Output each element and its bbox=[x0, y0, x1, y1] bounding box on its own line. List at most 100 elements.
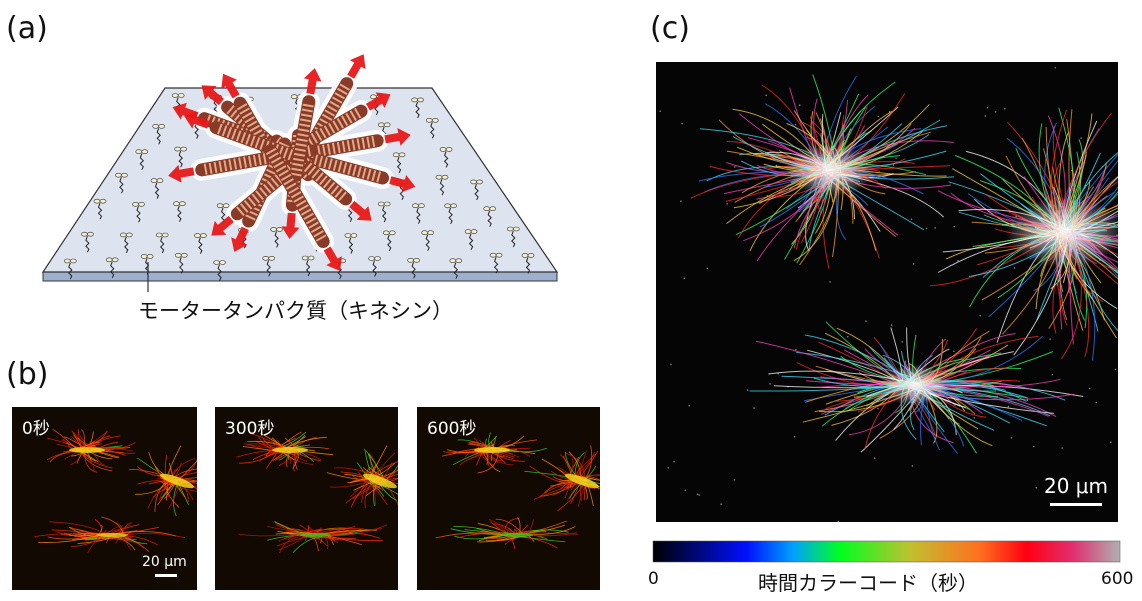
fiber bbox=[381, 469, 398, 479]
speck bbox=[911, 465, 914, 467]
kinesin-head bbox=[407, 257, 414, 263]
fiber bbox=[272, 451, 285, 461]
speck bbox=[1033, 445, 1035, 448]
kinesin-head bbox=[200, 233, 207, 238]
kinesin bbox=[483, 206, 497, 227]
arrow-shape bbox=[347, 54, 366, 79]
core-glow bbox=[785, 143, 875, 197]
speck bbox=[925, 227, 928, 230]
kinesin-head bbox=[411, 97, 418, 103]
surface-edge bbox=[42, 271, 558, 282]
kinesin-head bbox=[175, 252, 182, 258]
fiber bbox=[299, 528, 350, 535]
kinesin-head bbox=[219, 260, 226, 265]
frame-fibers bbox=[34, 428, 600, 554]
arrow bbox=[281, 212, 300, 239]
kinesin-head bbox=[93, 198, 101, 204]
kinesin-head bbox=[412, 203, 419, 208]
speck bbox=[733, 479, 736, 481]
fiber bbox=[163, 477, 180, 508]
kinesin bbox=[377, 201, 391, 223]
kinesin bbox=[93, 198, 107, 220]
kinesin-head bbox=[132, 202, 139, 207]
speck bbox=[1114, 368, 1117, 371]
kinesin bbox=[173, 201, 186, 222]
fiber bbox=[539, 483, 576, 498]
speck bbox=[837, 520, 840, 522]
microtubule-aster bbox=[168, 54, 416, 271]
kinesin-head bbox=[194, 233, 201, 238]
kinesin bbox=[444, 203, 457, 225]
kinesin-head bbox=[392, 152, 400, 158]
arrow-shape bbox=[281, 212, 300, 239]
kinesin bbox=[115, 172, 128, 194]
speck bbox=[1051, 373, 1054, 376]
caption: モータータンパク質（キネシン） bbox=[138, 299, 453, 323]
kinesin bbox=[174, 146, 187, 168]
kinesin-head bbox=[377, 201, 385, 207]
speck bbox=[994, 110, 997, 113]
kinesin-head bbox=[81, 231, 88, 237]
arrow-shape bbox=[303, 68, 322, 95]
kinesin-head bbox=[155, 232, 163, 238]
arrow bbox=[168, 164, 195, 183]
speck bbox=[1088, 387, 1091, 390]
speck bbox=[1109, 441, 1112, 443]
speck bbox=[953, 350, 955, 353]
speck bbox=[934, 227, 936, 229]
kinesin bbox=[194, 233, 207, 254]
kinesin-stalk bbox=[159, 236, 165, 254]
colorbar bbox=[652, 540, 1121, 563]
core bbox=[565, 473, 599, 489]
kinesin-head bbox=[152, 124, 159, 129]
kinesin-head bbox=[213, 260, 220, 265]
fiber bbox=[488, 519, 516, 536]
frame-fiber-group bbox=[435, 432, 600, 549]
kinesin-head bbox=[470, 229, 478, 234]
kinesin-stalk bbox=[68, 262, 73, 280]
fiber bbox=[365, 450, 385, 478]
fiber bbox=[586, 475, 600, 481]
kinesin-stalk bbox=[119, 177, 124, 194]
kinesin-stalk bbox=[194, 122, 199, 139]
speck bbox=[957, 259, 959, 262]
kinesin-head bbox=[180, 146, 187, 152]
speck bbox=[979, 314, 981, 317]
speck bbox=[673, 460, 675, 463]
kinesin-head bbox=[111, 257, 119, 263]
kinesin-head bbox=[370, 94, 377, 100]
fiber bbox=[369, 480, 381, 489]
fiber bbox=[173, 483, 178, 517]
kinesin-stalk bbox=[415, 101, 420, 119]
kinesin-head bbox=[158, 124, 165, 129]
kinesin-head bbox=[470, 179, 477, 185]
core bbox=[272, 447, 308, 453]
kinesin-head bbox=[87, 231, 94, 237]
fiber bbox=[582, 474, 600, 477]
frame-time: 0秒 bbox=[22, 419, 50, 439]
arrow bbox=[231, 226, 249, 252]
kinesin-head bbox=[126, 232, 133, 238]
kinesin-head bbox=[512, 226, 520, 232]
speck bbox=[680, 200, 682, 203]
fiber bbox=[49, 521, 105, 534]
speck bbox=[746, 389, 749, 391]
fiber bbox=[327, 524, 388, 537]
kinesin bbox=[421, 230, 435, 251]
core-glow bbox=[880, 364, 950, 406]
arrow bbox=[211, 215, 234, 236]
speck bbox=[1004, 107, 1006, 110]
kinesin-head bbox=[344, 233, 352, 238]
kinesin bbox=[489, 252, 503, 274]
kinesin-head bbox=[421, 230, 429, 235]
fiber bbox=[84, 452, 98, 473]
fiber bbox=[533, 482, 576, 500]
scale-label: 20 μm bbox=[142, 554, 187, 570]
speck bbox=[793, 435, 796, 438]
arrow-shape bbox=[168, 164, 195, 183]
kinesin-stalk bbox=[136, 206, 141, 223]
kinesin-stalk bbox=[97, 203, 103, 220]
kinesin bbox=[506, 226, 520, 248]
kinesin-head bbox=[506, 226, 514, 232]
fiber bbox=[527, 519, 534, 534]
